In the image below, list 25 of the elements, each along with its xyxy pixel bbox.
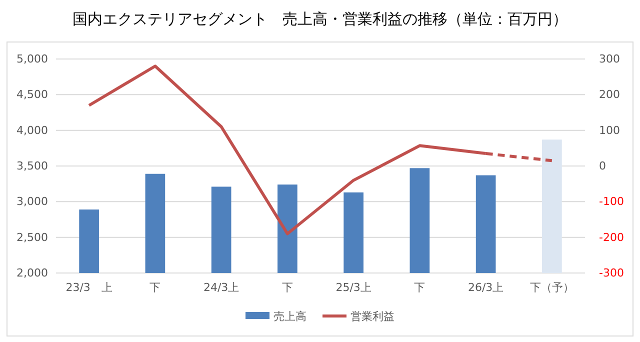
y2-tick-label: 100 bbox=[599, 124, 620, 137]
y-tick-label: 4,500 bbox=[16, 88, 48, 102]
x-tick-label: 23/3 上 bbox=[66, 280, 112, 294]
x-tick-label: 25/3上 bbox=[336, 280, 372, 294]
x-tick-label: 下 bbox=[414, 280, 426, 294]
y2-tick-label: 300 bbox=[599, 52, 620, 66]
legend-label: 売上高 bbox=[274, 310, 306, 323]
x-tick-label: 下 bbox=[282, 280, 293, 294]
y2-tick-label: 200 bbox=[599, 88, 620, 102]
y2-tick-label: -100 bbox=[599, 195, 624, 208]
y2-tick-label: -300 bbox=[599, 266, 624, 280]
y2-tick-label: 0 bbox=[599, 160, 606, 173]
y-tick-label: 3,000 bbox=[16, 195, 48, 208]
y-tick-label: 2,500 bbox=[16, 230, 48, 244]
x-tick-label: 下 bbox=[150, 280, 161, 294]
y-tick-label: 5,000 bbox=[16, 52, 48, 66]
x-tick-label: 26/3上 bbox=[468, 280, 504, 294]
chart-title: 国内エクステリアセグメント 売上高・営業利益の推移（単位：百万円） bbox=[72, 10, 568, 28]
y2-tick-label: -200 bbox=[599, 230, 624, 244]
y-tick-label: 3,500 bbox=[16, 160, 48, 173]
y-tick-label: 2,000 bbox=[16, 266, 48, 280]
legend-label: 営業利益 bbox=[350, 310, 394, 323]
y-tick-label: 4,000 bbox=[16, 124, 48, 137]
x-tick-label: 下（予） bbox=[530, 280, 574, 294]
x-tick-label: 24/3上 bbox=[203, 280, 240, 294]
